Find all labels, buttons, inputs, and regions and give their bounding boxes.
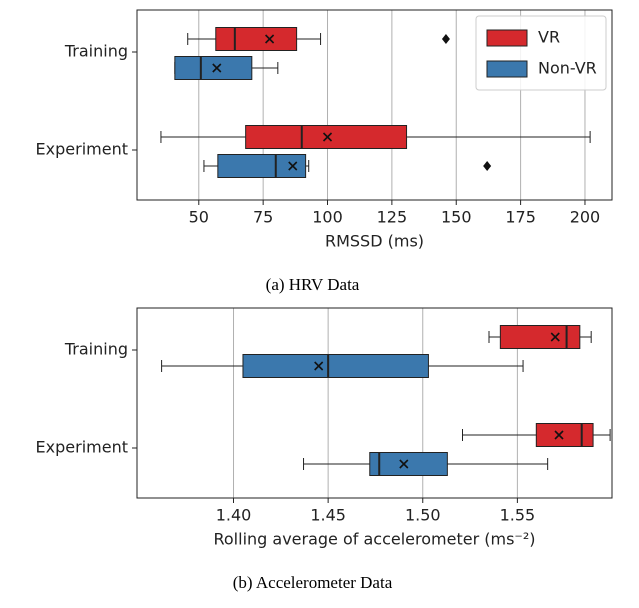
x-tick-label: 1.55 bbox=[500, 506, 536, 525]
legend-label: VR bbox=[538, 28, 560, 47]
x-axis-label: RMSSD (ms) bbox=[325, 232, 424, 251]
mean-marker bbox=[322, 132, 333, 142]
box bbox=[369, 452, 448, 476]
x-axis-label: Rolling average of accelerometer (ms⁻²) bbox=[213, 530, 535, 549]
box bbox=[499, 325, 581, 349]
x-tick-label: 125 bbox=[377, 208, 408, 227]
x-tick-label: 50 bbox=[189, 208, 209, 227]
x-tick-label: 100 bbox=[312, 208, 343, 227]
mean-marker bbox=[212, 63, 222, 73]
x-tick-label: 1.50 bbox=[405, 506, 441, 525]
y-tick-label: Experiment bbox=[36, 438, 128, 457]
x-tick-label: 150 bbox=[441, 208, 472, 227]
plot-frame bbox=[136, 9, 613, 201]
legend-swatch bbox=[486, 60, 528, 78]
mean-marker bbox=[265, 34, 275, 44]
y-tick-label: Experiment bbox=[36, 140, 128, 159]
mean-marker bbox=[314, 361, 324, 371]
box bbox=[242, 354, 429, 378]
box bbox=[215, 27, 298, 51]
caption: (b) Accelerometer Data bbox=[233, 573, 393, 592]
x-tick-label: 200 bbox=[570, 208, 601, 227]
y-tick-label: Training bbox=[64, 42, 128, 61]
box bbox=[535, 423, 594, 447]
box bbox=[245, 125, 408, 149]
mean-marker bbox=[550, 332, 560, 342]
x-tick-label: 1.40 bbox=[216, 506, 252, 525]
x-tick-label: 1.45 bbox=[310, 506, 346, 525]
mean-marker bbox=[399, 459, 409, 469]
x-tick-label: 75 bbox=[253, 208, 273, 227]
legend-swatch bbox=[486, 29, 528, 47]
mean-marker bbox=[288, 161, 298, 171]
box bbox=[174, 56, 253, 80]
x-tick-label: 175 bbox=[505, 208, 536, 227]
legend-label: Non-VR bbox=[538, 59, 597, 78]
y-tick-label: Training bbox=[64, 340, 128, 359]
mean-marker bbox=[554, 430, 564, 440]
outlier bbox=[441, 34, 450, 44]
plot-frame bbox=[136, 307, 613, 499]
outlier bbox=[483, 161, 492, 171]
box bbox=[217, 154, 307, 178]
caption: (a) HRV Data bbox=[266, 275, 360, 294]
